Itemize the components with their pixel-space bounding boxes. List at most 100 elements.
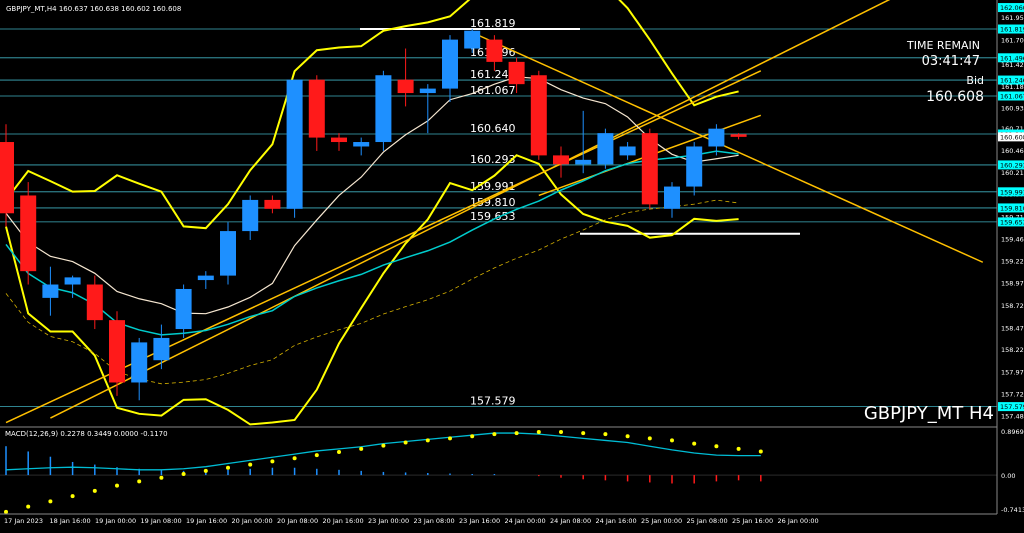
macd-signal-dot	[470, 434, 475, 439]
price-tag: 159.810	[998, 203, 1024, 213]
bid-tag-label: 160.608	[1000, 133, 1024, 141]
info-overlay: GBPJPY_MT,H4 160.637 160.638 160.602 160…	[5, 5, 994, 438]
price-tick-label: 157.725	[1001, 391, 1024, 399]
candlesticks	[0, 28, 747, 401]
candle-body	[20, 195, 37, 272]
price-tag-label: 161.067	[1000, 92, 1024, 100]
candle-body	[508, 61, 525, 85]
price-tag: 159.653	[998, 217, 1024, 227]
macd-main-line	[5, 432, 761, 471]
candle	[264, 195, 281, 214]
price-tag: 157.579	[998, 402, 1024, 412]
macd-signal-dot	[692, 441, 697, 446]
price-tick-label: 158.720	[1001, 302, 1024, 310]
price-tag-label: 162.060	[1000, 4, 1024, 12]
candle	[397, 48, 414, 107]
time-tick-label: 24 Jan 08:00	[550, 517, 591, 525]
price-tag: 161.496	[998, 53, 1024, 63]
macd-signal-dot	[559, 430, 563, 435]
price-tick-label: 160.215	[1001, 169, 1024, 177]
level-label: 159.653	[470, 210, 516, 223]
price-tick-label: 158.975	[1001, 279, 1024, 287]
time-tick-label: 19 Jan 08:00	[141, 517, 182, 525]
candle	[419, 84, 436, 134]
time-tick-label: 20 Jan 16:00	[323, 517, 364, 525]
price-tag-label: 159.653	[1000, 218, 1024, 226]
macd-signal-dot	[758, 449, 763, 454]
time-tick-label: 25 Jan 00:00	[641, 517, 682, 525]
macd-signal-dot	[181, 472, 186, 477]
price-tag-label: 159.991	[1000, 188, 1024, 196]
level-label: 161.819	[470, 17, 516, 30]
time-tick-label: 19 Jan 00:00	[95, 517, 136, 525]
price-tag-box	[998, 402, 1024, 412]
price-tick-label: 157.480	[1001, 412, 1024, 420]
candle	[353, 137, 370, 156]
candle	[131, 337, 148, 401]
macd-signal-dot	[514, 431, 519, 436]
candle-body	[641, 133, 658, 205]
candle	[153, 324, 170, 370]
price-tag-label: 161.246	[1000, 77, 1024, 85]
price-tag-box	[998, 203, 1024, 213]
candle	[730, 133, 747, 140]
time-remain-label: TIME REMAIN	[906, 39, 980, 52]
candle-body	[397, 79, 414, 94]
macd-signal-dot	[736, 446, 741, 451]
candle-body	[353, 142, 370, 147]
candle	[220, 222, 236, 285]
macd-signal-dot	[226, 465, 230, 470]
candle	[242, 195, 259, 240]
candle-body	[730, 134, 747, 137]
symbol-watermark: GBPJPY_MT H4	[864, 403, 994, 424]
time-tick-label: 23 Jan 08:00	[414, 517, 455, 525]
price-tag-box	[998, 217, 1024, 227]
time-remain-value: 03:41:47	[922, 54, 980, 69]
macd-signal-dot	[248, 462, 253, 467]
candle-body	[597, 133, 614, 165]
candle-body	[242, 199, 259, 232]
price-tick-label: 160.935	[1001, 105, 1024, 113]
price-tag-box	[998, 160, 1024, 170]
candle	[464, 28, 481, 53]
macd-signal-dot	[203, 468, 208, 473]
candle	[641, 128, 658, 209]
macd-panel	[0, 430, 997, 514]
upper-band	[5, 0, 739, 230]
candle-body	[42, 284, 59, 298]
candle	[109, 311, 125, 396]
candle	[42, 266, 59, 316]
candle-body	[331, 137, 347, 143]
candle-body	[464, 30, 481, 49]
macd-signal-dot	[536, 430, 541, 435]
lower-band	[5, 154, 739, 426]
candle-body	[530, 75, 547, 156]
candle	[375, 70, 392, 151]
macd-signal-dot	[381, 443, 386, 448]
candle	[530, 70, 547, 160]
time-tick-label: 24 Jan 00:00	[505, 517, 546, 525]
candle	[508, 57, 525, 94]
time-tick-label: 18 Jan 16:00	[50, 517, 91, 525]
macd-signal-dot	[425, 438, 430, 443]
time-axis: 17 Jan 2023 18 Jan 16:00 19 Jan 00:00 19 Ja…	[4, 517, 819, 525]
price-tag-label: 157.579	[1000, 403, 1024, 411]
candle-body	[0, 142, 14, 214]
price-tick-label: 158.470	[1001, 324, 1024, 332]
chart-header: GBPJPY_MT,H4 160.637 160.638 160.602 160…	[6, 5, 181, 13]
candle-body	[619, 146, 636, 156]
candle-body	[220, 231, 236, 276]
macd-tick-label: 0.00	[1001, 472, 1015, 480]
macd-signal-dot	[625, 434, 630, 439]
candle	[486, 35, 503, 71]
macd-signal-dot	[159, 475, 164, 480]
candle-body	[664, 186, 680, 209]
price-tag: 160.293	[998, 160, 1024, 170]
candle-body	[86, 284, 103, 321]
price-tick-label: 161.425	[1001, 61, 1024, 69]
moving-averages	[5, 76, 739, 385]
macd-signal-dot	[115, 483, 119, 488]
candle	[86, 275, 103, 330]
